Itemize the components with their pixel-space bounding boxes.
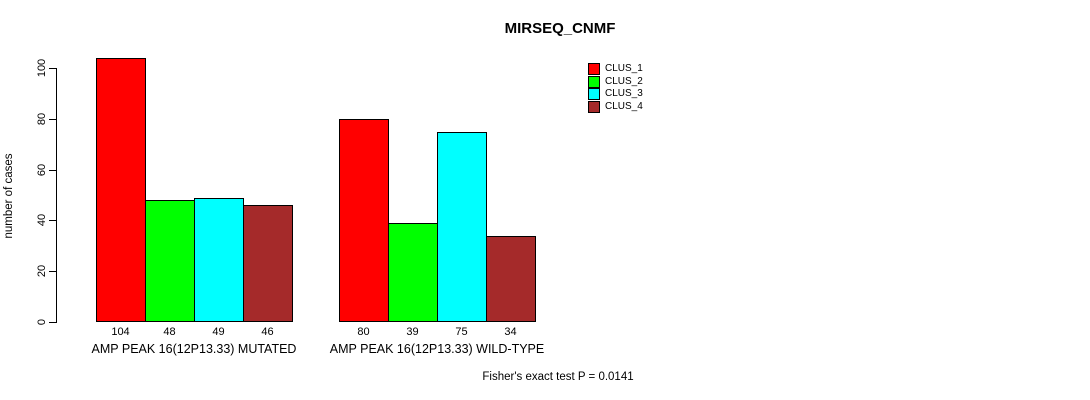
- y-tick: [49, 322, 56, 323]
- y-tick: [49, 169, 56, 171]
- bar-clus_3-group2: [437, 131, 487, 322]
- y-axis-label: number of cases: [3, 153, 15, 239]
- bar-value-label: 104: [111, 326, 130, 338]
- legend-label: CLUS_3: [605, 88, 643, 100]
- y-tick-label: 80: [36, 112, 48, 125]
- bar-value-label: 80: [357, 326, 370, 338]
- bar-value-label: 49: [212, 326, 225, 338]
- bar-clus_1-group2: [339, 118, 389, 322]
- group-label: AMP PEAK 16(12P13.33) MUTATED: [91, 342, 297, 356]
- legend-swatch-icon: [588, 88, 600, 101]
- y-tick-label: 100: [36, 58, 48, 78]
- bar-clus_3-group1: [194, 197, 244, 322]
- bar-clus_2-group2: [388, 222, 438, 322]
- bar-value-label: 34: [504, 326, 517, 338]
- y-tick: [49, 68, 56, 69]
- y-tick-label: 60: [36, 163, 48, 176]
- y-tick: [49, 118, 56, 120]
- legend-label: CLUS_1: [605, 63, 643, 75]
- bar-value-label: 46: [261, 326, 274, 338]
- legend: CLUS_1 CLUS_2 CLUS_3 CLUS_4: [588, 63, 643, 113]
- y-axis-line: [56, 68, 57, 323]
- legend-swatch-icon: [588, 100, 600, 113]
- bar-clus_4-group1: [243, 205, 293, 322]
- y-tick: [49, 271, 56, 273]
- bar-value-label: 48: [163, 326, 176, 338]
- legend-item-clus_2: CLUS_2: [588, 75, 643, 89]
- chart-title: MIRSEQ_CNMF: [504, 20, 616, 37]
- y-tick-label: 0: [36, 318, 48, 326]
- legend-item-clus_3: CLUS_3: [588, 88, 643, 101]
- bar-value-label: 39: [406, 326, 419, 338]
- bar-clus_4-group2: [486, 235, 536, 322]
- group-label: AMP PEAK 16(12P13.33) WILD-TYPE: [329, 342, 545, 356]
- y-tick-label: 20: [36, 265, 48, 278]
- y-tick-label: 40: [36, 214, 48, 227]
- bar-clus_1-group1: [96, 57, 146, 322]
- legend-item-clus_1: CLUS_1: [588, 63, 643, 76]
- bar-clus_2-group1: [145, 200, 195, 322]
- legend-label: CLUS_2: [605, 75, 643, 87]
- legend-label: CLUS_4: [605, 100, 643, 112]
- y-tick: [49, 220, 56, 222]
- annotation-text: Fisher's exact test P = 0.0141: [482, 371, 634, 383]
- legend-swatch-icon: [588, 63, 600, 76]
- legend-item-clus_4: CLUS_4: [588, 100, 643, 114]
- bar-value-label: 75: [455, 326, 468, 338]
- legend-swatch-icon: [588, 75, 600, 88]
